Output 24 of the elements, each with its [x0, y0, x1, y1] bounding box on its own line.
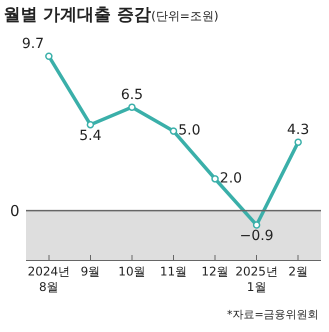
x-tick-label: 10월	[118, 264, 146, 278]
point	[86, 120, 94, 128]
ref-line-label: 0	[10, 202, 20, 220]
x-tick-label: 12월	[201, 264, 229, 278]
point	[45, 52, 53, 60]
x-tick-label: 9월	[80, 264, 100, 278]
point	[252, 221, 260, 229]
text: *자료=금융위원회	[227, 308, 319, 321]
data-label: 9.7	[22, 36, 44, 52]
x-tick-label: 2월	[288, 264, 308, 278]
data-label: 6.5	[120, 86, 144, 103]
point	[211, 175, 219, 183]
data-label: 5.0	[178, 122, 201, 139]
x-tick-label: 2025년 1월	[235, 264, 278, 294]
x-tick-label: 11월	[160, 264, 188, 278]
x-tick-label: 2024년 8월	[28, 264, 70, 294]
data-label: 4.3	[287, 122, 310, 138]
point	[128, 103, 136, 111]
point	[294, 138, 302, 146]
data-label: 5.4	[79, 128, 102, 144]
data-label: 2.0	[220, 170, 242, 186]
point	[170, 127, 178, 135]
chart-subtitle: (단위=조원)	[151, 9, 219, 24]
data-label: −0.9	[240, 228, 274, 244]
